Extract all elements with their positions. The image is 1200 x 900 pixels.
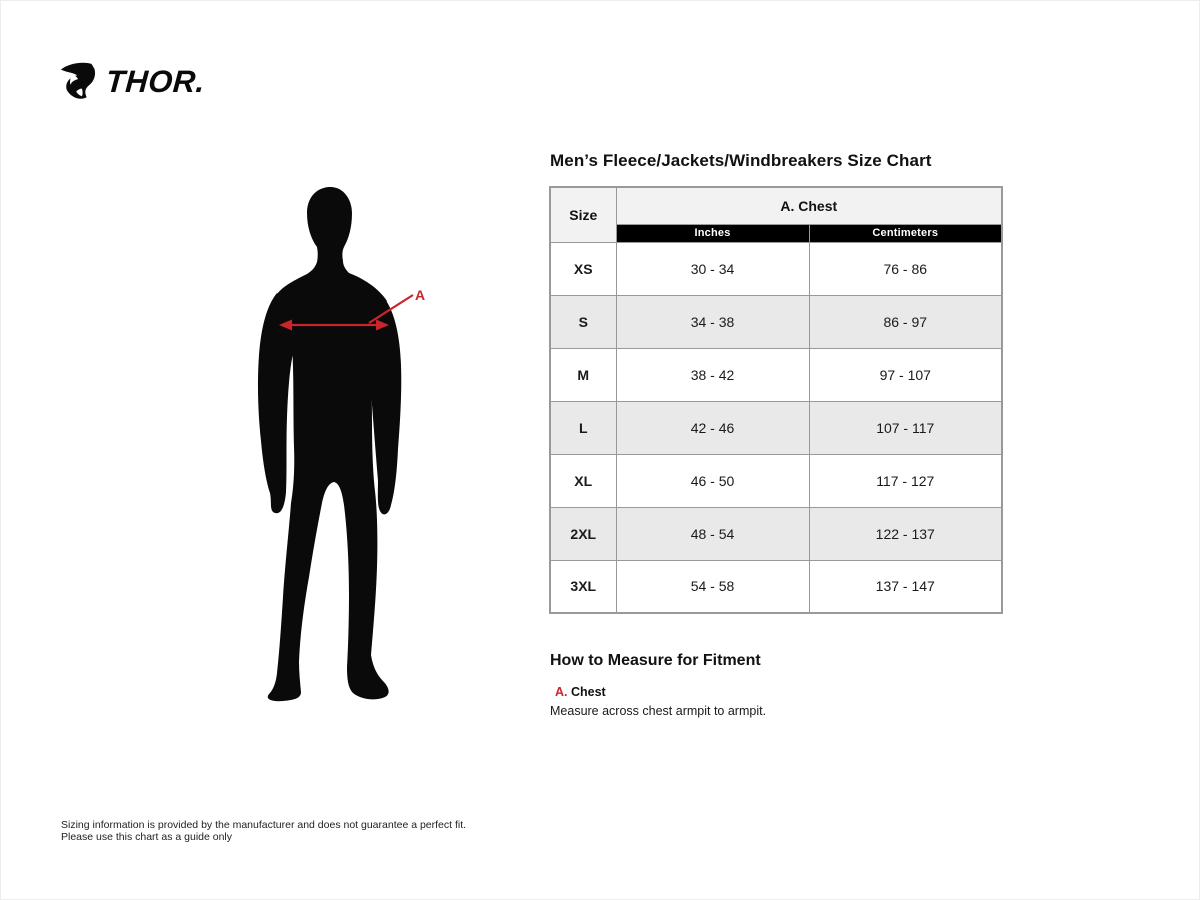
measure-item-description: Measure across chest armpit to armpit. (550, 704, 767, 718)
size-cell: 3XL (549, 559, 617, 614)
thor-wordmark: THOR. (104, 63, 207, 99)
size-cell: 2XL (549, 506, 617, 561)
measure-item-letter: A. (555, 685, 568, 699)
centimeters-cell: 122 - 137 (808, 506, 1003, 561)
chest-measure-arrow (279, 294, 414, 331)
inches-subheader: Inches (615, 223, 810, 243)
disclaimer-footer: Sizing information is provided by the ma… (61, 819, 466, 844)
table-row: S 34 - 38 86 - 97 (549, 294, 1003, 349)
inches-cell: 38 - 42 (615, 347, 810, 402)
disclaimer-line-1: Sizing information is provided by the ma… (61, 819, 467, 831)
table-row: XS 30 - 34 76 - 86 (549, 241, 1003, 296)
centimeters-cell: 97 - 107 (808, 347, 1003, 402)
centimeters-cell: 137 - 147 (808, 559, 1003, 614)
male-silhouette (257, 186, 402, 702)
chest-marker-label: A (415, 287, 425, 303)
table-row: 2XL 48 - 54 122 - 137 (549, 506, 1003, 561)
chest-group-header: A. Chest (615, 186, 1003, 225)
measure-item-name: Chest (570, 685, 606, 699)
size-chart-content: Men’s Fleece/Jackets/Windbreakers Size C… (549, 151, 1004, 718)
measure-item-label: A. Chest (555, 685, 1001, 699)
table-row: L 42 - 46 107 - 117 (549, 400, 1003, 455)
inches-cell: 30 - 34 (615, 241, 810, 296)
table-row: XL 46 - 50 117 - 127 (549, 453, 1003, 508)
inches-cell: 42 - 46 (615, 400, 810, 455)
centimeters-cell: 76 - 86 (808, 241, 1003, 296)
size-cell: S (549, 294, 617, 349)
size-cell: XS (549, 241, 617, 296)
centimeters-subheader: Centimeters (808, 223, 1003, 243)
measurement-figure: A (249, 185, 429, 703)
size-chart-table: Size A. Chest Inches Centimeters XS 30 -… (549, 186, 1004, 614)
centimeters-cell: 117 - 127 (808, 453, 1003, 508)
disclaimer-line-2: Please use this chart as a guide only (61, 831, 233, 844)
thor-horns-icon (59, 61, 101, 101)
measure-item-chest: A. Chest Measure across chest armpit to … (550, 685, 1001, 718)
size-chart-title: Men’s Fleece/Jackets/Windbreakers Size C… (550, 151, 932, 170)
thor-logo: THOR. (59, 61, 207, 101)
inches-cell: 34 - 38 (615, 294, 810, 349)
size-column-header: Size (549, 186, 617, 243)
size-cell: L (549, 400, 617, 455)
centimeters-cell: 107 - 117 (808, 400, 1003, 455)
inches-cell: 54 - 58 (615, 559, 810, 614)
table-row: M 38 - 42 97 - 107 (549, 347, 1003, 402)
inches-cell: 46 - 50 (615, 453, 810, 508)
table-row: 3XL 54 - 58 137 - 147 (549, 559, 1003, 614)
centimeters-cell: 86 - 97 (808, 294, 1003, 349)
size-cell: XL (549, 453, 617, 508)
inches-cell: 48 - 54 (615, 506, 810, 561)
size-cell: M (549, 347, 617, 402)
measure-guide-title: How to Measure for Fitment (550, 652, 761, 669)
